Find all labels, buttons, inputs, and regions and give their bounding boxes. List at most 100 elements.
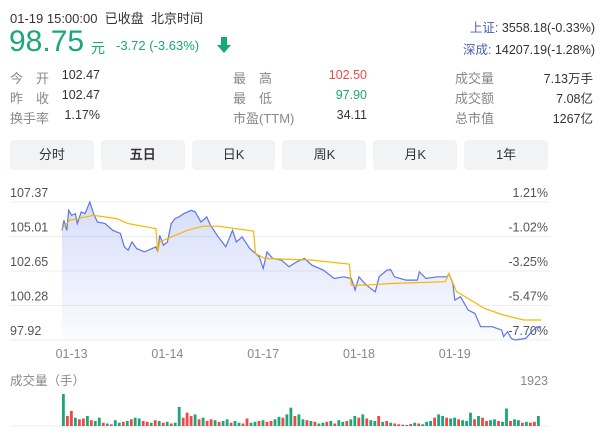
- volume-bar: [141, 421, 145, 426]
- quote-time: 01-19 15:00:00 已收盘 北京时间: [10, 8, 203, 27]
- volume-bar: [229, 422, 233, 426]
- volume-bar: [489, 420, 492, 426]
- stat-label: 最 高: [233, 71, 273, 86]
- tab-1[interactable]: 五日: [100, 140, 185, 170]
- volume-bar: [341, 421, 345, 426]
- volume-bar: [70, 411, 73, 426]
- volume-bar: [301, 419, 305, 426]
- index-value: 14207.19(-1.28%): [494, 43, 595, 57]
- market-status: 已收盘: [104, 11, 144, 26]
- volume-bar: [197, 419, 201, 426]
- volume-bar: [365, 418, 369, 426]
- volume-bar: [201, 417, 205, 426]
- volume-bar: [149, 422, 153, 426]
- volume-bar: [505, 408, 508, 426]
- volume-bar: [477, 416, 480, 426]
- volume-bar: [241, 423, 245, 426]
- datetime: 01-19 15:00:00: [10, 11, 98, 26]
- volume-bar: [317, 423, 321, 426]
- volume-bar: [269, 421, 273, 426]
- volume-bar: [217, 421, 221, 426]
- volume-bar: [161, 422, 165, 426]
- volume-bar: [233, 421, 237, 426]
- volume-bar: [177, 406, 181, 426]
- y-tick-left: 105.01: [10, 221, 48, 235]
- volume-bar: [485, 421, 488, 426]
- y-tick-right: -1.02%: [508, 221, 548, 235]
- y-tick-left: 107.37: [10, 186, 48, 200]
- volume-bar: [237, 422, 241, 426]
- stat-value: 97.90: [335, 88, 367, 102]
- volume-bar: [93, 421, 97, 426]
- volume-bar: [385, 421, 389, 426]
- volume-bar: [445, 417, 448, 426]
- stat-value: 7.08亿: [556, 92, 593, 106]
- volume-bar: [101, 422, 105, 426]
- volume-bar: [513, 419, 516, 426]
- arrow-down-icon: [217, 36, 231, 59]
- volume-bar: [529, 422, 532, 426]
- stat-value: 102.47: [61, 88, 100, 102]
- volume-bar: [349, 419, 353, 426]
- volume-bar: [401, 424, 405, 426]
- x-tick: 01-14: [151, 347, 183, 361]
- tab-5[interactable]: 1年: [464, 140, 548, 170]
- volume-bar: [345, 421, 349, 426]
- volume-bar: [537, 416, 540, 426]
- volume-max: 1923: [520, 374, 548, 388]
- average-price-line: [61, 214, 541, 321]
- volume-bar: [281, 417, 285, 426]
- index-value: 3558.18(-0.33%): [501, 21, 595, 35]
- volume-bar: [497, 421, 500, 426]
- tab-2[interactable]: 日K: [191, 140, 276, 170]
- volume-bar: [249, 422, 253, 426]
- volume-bar: [521, 422, 524, 426]
- volume-bar: [461, 420, 464, 426]
- volume-bar: [125, 421, 129, 426]
- volume-bar: [153, 420, 157, 426]
- volume-bar: [493, 419, 496, 426]
- volume-bar: [413, 422, 417, 426]
- volume-bar: [253, 421, 257, 426]
- volume-bar: [86, 416, 89, 426]
- volume-bar: [397, 424, 401, 426]
- volume-bar: [433, 417, 436, 426]
- volume-bar: [265, 421, 269, 426]
- y-tick-right: -3.25%: [508, 255, 548, 269]
- volume-bar: [313, 421, 317, 426]
- volume-bar: [89, 420, 93, 426]
- stat-value: 34.11: [336, 108, 367, 122]
- y-tick-left: 97.92: [10, 324, 41, 338]
- volume-bar: [465, 421, 468, 426]
- volume-bar: [257, 421, 261, 426]
- volume-bar: [245, 418, 249, 426]
- period-tabs: 分时 五日 日K 周K 月K 1年: [10, 140, 548, 170]
- volume-bar: [393, 423, 397, 426]
- stat-label: 最 低: [233, 91, 273, 106]
- stat-label: 市盈(TTM): [233, 111, 295, 126]
- volume-bar: [185, 412, 189, 426]
- timezone: 北京时间: [150, 11, 203, 26]
- volume-bar: [353, 416, 357, 426]
- price-change: -3.72 (-3.63%): [116, 38, 200, 53]
- volume-bar: [501, 421, 504, 426]
- index-shanghai[interactable]: 上证: 3558.18(-0.33%): [470, 17, 595, 36]
- volume-bar: [289, 407, 293, 426]
- tab-0[interactable]: 分时: [10, 140, 94, 170]
- volume-bar: [133, 417, 137, 426]
- price-line: [61, 200, 542, 341]
- x-tick: 01-19: [439, 347, 471, 361]
- volume-bar: [225, 419, 229, 426]
- tab-3[interactable]: 周K: [282, 140, 367, 170]
- volume-bar: [425, 421, 428, 426]
- volume-bar: [157, 421, 161, 426]
- volume-bar: [113, 420, 117, 426]
- volume-bar: [121, 421, 125, 426]
- volume-bar: [517, 420, 520, 426]
- volume-bar: [405, 425, 409, 426]
- volume-bar: [78, 419, 81, 426]
- index-shenzhen[interactable]: 深成: 14207.19(-1.28%): [463, 39, 595, 58]
- tab-4[interactable]: 月K: [373, 140, 458, 170]
